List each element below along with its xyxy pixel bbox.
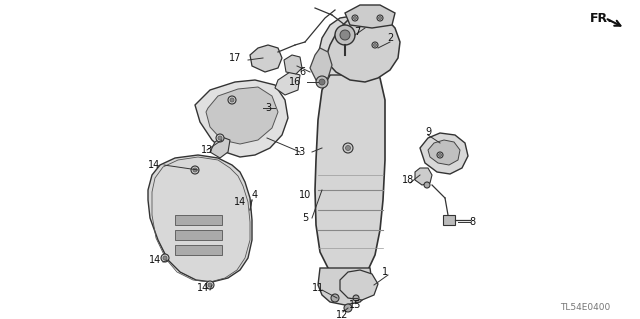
Circle shape: [378, 17, 381, 19]
Polygon shape: [315, 16, 373, 75]
Polygon shape: [175, 215, 222, 225]
Text: 11: 11: [312, 283, 324, 293]
Polygon shape: [210, 137, 230, 158]
Text: 7: 7: [354, 27, 360, 37]
Circle shape: [163, 256, 167, 260]
Polygon shape: [310, 48, 332, 80]
Circle shape: [424, 182, 430, 188]
Text: 14: 14: [148, 160, 160, 170]
Circle shape: [319, 79, 325, 85]
Polygon shape: [315, 65, 385, 278]
Circle shape: [377, 15, 383, 21]
Polygon shape: [175, 245, 222, 255]
Circle shape: [218, 136, 222, 140]
Text: TL54E0400: TL54E0400: [560, 303, 610, 313]
Polygon shape: [195, 80, 288, 157]
Circle shape: [353, 17, 356, 19]
Circle shape: [353, 295, 359, 301]
Polygon shape: [275, 72, 300, 95]
Text: 14: 14: [197, 283, 209, 293]
Circle shape: [343, 143, 353, 153]
Circle shape: [372, 42, 378, 48]
Polygon shape: [148, 155, 252, 282]
Text: 5: 5: [302, 213, 308, 223]
Text: 15: 15: [349, 300, 361, 310]
Circle shape: [193, 168, 197, 172]
Circle shape: [438, 153, 442, 157]
Circle shape: [374, 43, 376, 47]
Circle shape: [352, 15, 358, 21]
Circle shape: [335, 25, 355, 45]
Circle shape: [340, 30, 350, 40]
Polygon shape: [284, 55, 302, 74]
Text: 4: 4: [252, 190, 258, 200]
Polygon shape: [206, 87, 278, 144]
Circle shape: [216, 134, 224, 142]
Text: 8: 8: [469, 217, 475, 227]
Circle shape: [316, 76, 328, 88]
Text: 18: 18: [402, 175, 414, 185]
Text: 13: 13: [201, 145, 213, 155]
Text: 9: 9: [425, 127, 431, 137]
Text: 14: 14: [234, 197, 246, 207]
Polygon shape: [443, 215, 455, 225]
Text: 12: 12: [336, 310, 348, 319]
Text: 14: 14: [149, 255, 161, 265]
Circle shape: [161, 254, 169, 262]
Text: 3: 3: [265, 103, 271, 113]
Polygon shape: [175, 230, 222, 240]
Circle shape: [228, 96, 236, 104]
Circle shape: [344, 304, 352, 312]
Polygon shape: [250, 45, 282, 72]
Circle shape: [331, 294, 339, 302]
Polygon shape: [415, 168, 432, 185]
Text: 1: 1: [382, 267, 388, 277]
Circle shape: [230, 98, 234, 102]
Polygon shape: [325, 13, 400, 82]
Circle shape: [346, 145, 351, 151]
Polygon shape: [345, 5, 395, 28]
Circle shape: [208, 283, 212, 287]
Polygon shape: [340, 270, 378, 300]
Text: 16: 16: [289, 77, 301, 87]
Circle shape: [191, 166, 199, 174]
Polygon shape: [428, 140, 460, 165]
Polygon shape: [420, 133, 468, 174]
Text: 6: 6: [299, 67, 305, 77]
Text: 2: 2: [387, 33, 393, 43]
Polygon shape: [318, 268, 372, 305]
Circle shape: [437, 152, 443, 158]
Circle shape: [206, 281, 214, 289]
Text: 10: 10: [299, 190, 311, 200]
Text: 17: 17: [229, 53, 241, 63]
Text: 13: 13: [294, 147, 306, 157]
Text: FR.: FR.: [590, 11, 613, 25]
